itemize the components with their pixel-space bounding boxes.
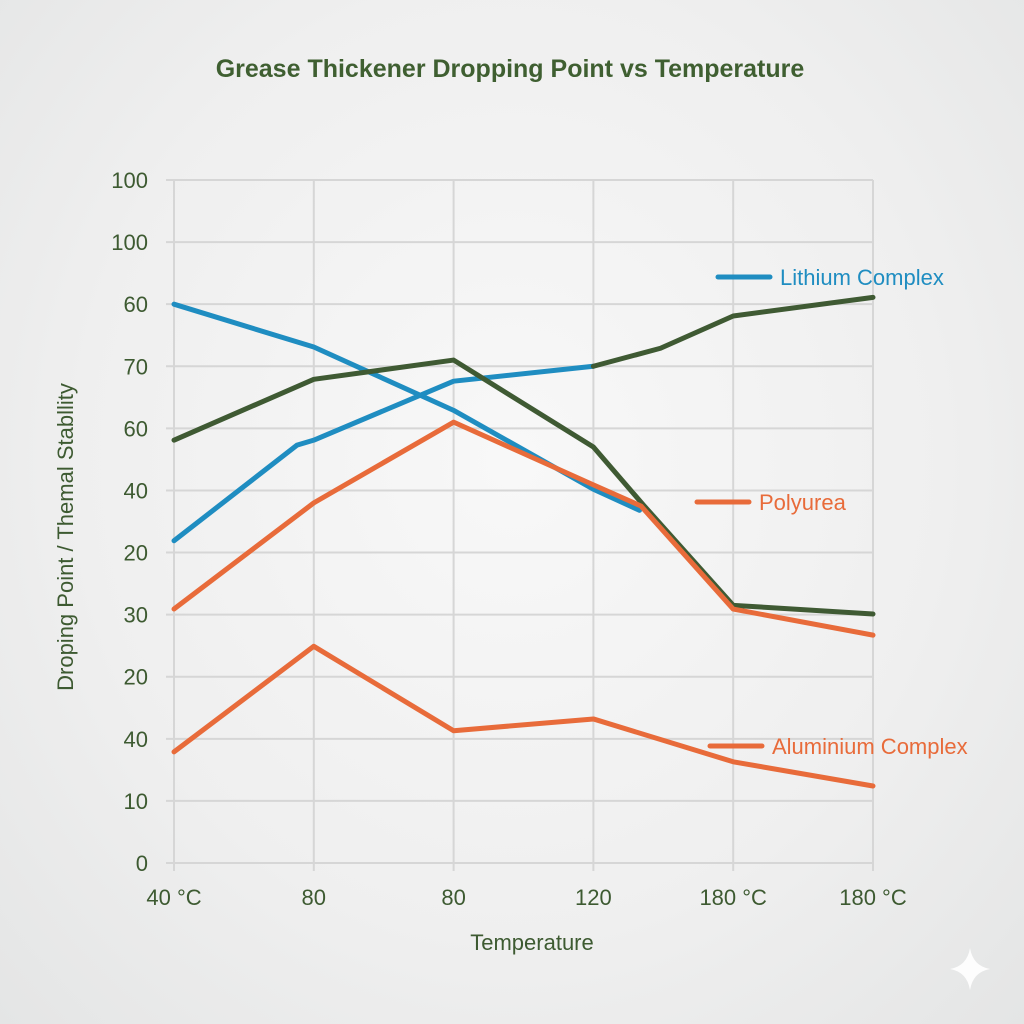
y-tick-label: 0 — [136, 851, 148, 876]
series-line-aluminium-complex — [171, 643, 876, 789]
y-tick-label: 40 — [124, 478, 148, 503]
y-tick-label: 100 — [111, 168, 148, 193]
gridlines — [166, 179, 874, 871]
x-tick-label: 40 °C — [146, 885, 201, 910]
y-tick-label: 30 — [124, 603, 148, 628]
legend: Lithium Complex Polyurea Aluminium Complex — [694, 265, 968, 759]
series-lines — [171, 294, 876, 789]
y-tick-label: 60 — [124, 292, 148, 317]
y-tick-label: 20 — [124, 665, 148, 690]
x-tick-label: 180 °C — [699, 885, 767, 910]
x-tick-label: 120 — [575, 885, 612, 910]
y-tick-label: 100 — [111, 230, 148, 255]
x-axis-ticks: 40 °C 80 80 120 180 °C 180 °C — [146, 885, 906, 910]
y-tick-label: 60 — [124, 416, 148, 441]
y-tick-label: 70 — [124, 354, 148, 379]
series-line-polyurea — [171, 419, 876, 638]
legend-label: Polyurea — [759, 490, 847, 515]
y-axis-ticks: 0 10 40 20 30 20 40 60 70 60 100 100 — [111, 168, 148, 876]
x-tick-label: 180 °C — [839, 885, 907, 910]
chart-title: Grease Thickener Dropping Point vs Tempe… — [216, 55, 805, 83]
y-tick-label: 10 — [124, 789, 148, 814]
series-line-dark-green-series-a — [171, 357, 876, 617]
sparkle-icon — [950, 948, 990, 990]
y-tick-label: 20 — [124, 541, 148, 566]
series-line-dark-green-series-b — [590, 294, 876, 369]
legend-label: Lithium Complex — [780, 265, 944, 290]
y-tick-label: 40 — [124, 727, 148, 752]
legend-label: Aluminium Complex — [772, 734, 968, 759]
x-tick-label: 80 — [441, 885, 465, 910]
y-axis-label: Droping Point / Themal Stabllity — [53, 383, 78, 691]
x-tick-label: 80 — [302, 885, 326, 910]
series-line-lithium-complex-rising — [171, 363, 596, 544]
x-axis-label: Temperature — [470, 930, 594, 955]
series-line-lithium-complex — [171, 301, 643, 513]
